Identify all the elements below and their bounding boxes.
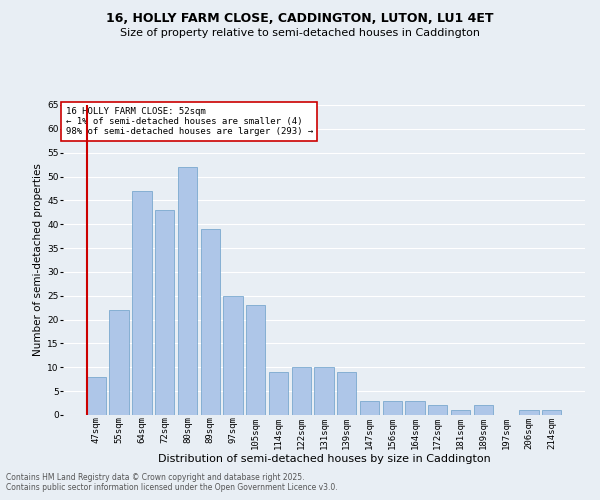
Bar [451, 410, 470, 415]
Bar [360, 400, 379, 415]
Bar [269, 372, 288, 415]
Text: 16, HOLLY FARM CLOSE, CADDINGTON, LUTON, LU1 4ET: 16, HOLLY FARM CLOSE, CADDINGTON, LUTON,… [106, 12, 494, 26]
Bar [292, 368, 311, 415]
Text: Contains HM Land Registry data © Crown copyright and database right 2025.: Contains HM Land Registry data © Crown c… [6, 474, 305, 482]
Bar [200, 229, 220, 415]
Bar [223, 296, 242, 415]
Text: 16 HOLLY FARM CLOSE: 52sqm
← 1% of semi-detached houses are smaller (4)
98% of s: 16 HOLLY FARM CLOSE: 52sqm ← 1% of semi-… [65, 106, 313, 136]
Bar [542, 410, 561, 415]
Bar [109, 310, 129, 415]
Bar [337, 372, 356, 415]
Bar [383, 400, 402, 415]
Bar [246, 306, 265, 415]
Bar [314, 368, 334, 415]
Bar [87, 377, 106, 415]
Bar [155, 210, 175, 415]
Bar [132, 191, 152, 415]
Y-axis label: Number of semi-detached properties: Number of semi-detached properties [33, 164, 43, 356]
Bar [178, 167, 197, 415]
X-axis label: Distribution of semi-detached houses by size in Caddington: Distribution of semi-detached houses by … [158, 454, 490, 464]
Bar [428, 406, 448, 415]
Text: Size of property relative to semi-detached houses in Caddington: Size of property relative to semi-detach… [120, 28, 480, 38]
Bar [473, 406, 493, 415]
Bar [406, 400, 425, 415]
Text: Contains public sector information licensed under the Open Government Licence v3: Contains public sector information licen… [6, 484, 338, 492]
Bar [519, 410, 539, 415]
